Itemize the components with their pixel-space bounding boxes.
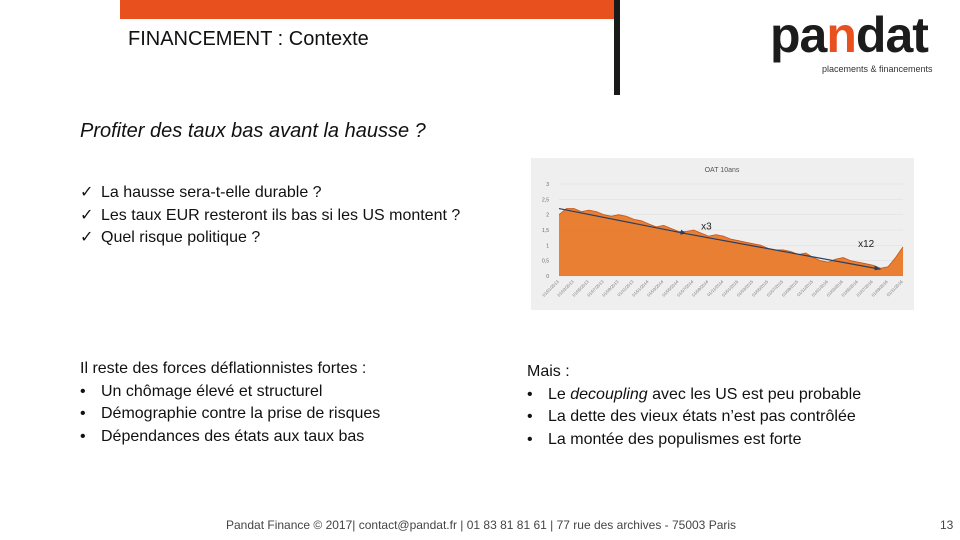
chart-annotation: x3 <box>701 221 712 232</box>
list-item: • La montée des populismes est forte <box>527 429 861 452</box>
chart-y-tick-label: 1,5 <box>542 228 549 234</box>
list-item: • Un chômage élevé et structurel <box>80 381 380 404</box>
chart-y-tick-label: 1 <box>546 243 549 249</box>
footer-contact: Pandat Finance © 2017| contact@pandat.fr… <box>226 518 737 532</box>
check-list: ✓ La hausse sera-t-elle durable ? ✓ Les … <box>80 182 460 250</box>
right-heading: Mais : <box>527 363 570 380</box>
oat-chart: OAT 10ans 3 2,5 2 1,5 1 0,5 0 x3 x12 01/01/2013 01… <box>531 158 914 310</box>
chart-x-tick-label: 01/11/2016 <box>886 279 905 298</box>
bullet-icon: • <box>527 385 533 403</box>
bullet-icon: • <box>80 382 86 400</box>
chart-arrowhead <box>680 229 687 235</box>
page-title: FINANCEMENT : Contexte <box>128 28 369 50</box>
slide-subtitle: Profiter des taux bas avant la hausse ? <box>80 120 426 142</box>
check-item: ✓ Quel risque politique ? <box>80 227 460 250</box>
logo-tagline: placements & financements <box>822 64 933 74</box>
page-number: 13 <box>940 518 954 532</box>
list-item: • Démographie contre la prise de risques <box>80 403 380 426</box>
left-heading: Il reste des forces déflationnistes fort… <box>80 360 367 377</box>
list-item: • Le decoupling avec les US est peu prob… <box>527 384 861 407</box>
chart-trend-arrow <box>686 233 881 270</box>
bullet-icon: • <box>527 408 533 425</box>
chart-y-tick-label: 2,5 <box>542 197 549 203</box>
bullet-icon: • <box>527 430 533 448</box>
check-item: ✓ La hausse sera-t-elle durable ? <box>80 182 460 205</box>
list-item: • La dette des vieux états n’est pas con… <box>527 406 861 429</box>
checkmark-icon: ✓ <box>80 206 94 224</box>
logo-wordmark: pandat <box>770 7 929 63</box>
pandat-logo: pandat placements & financements <box>770 10 950 74</box>
chart-trend-arrow <box>558 207 687 235</box>
checkmark-icon: ✓ <box>80 229 94 246</box>
chart-arrowhead <box>874 265 881 271</box>
header-divider <box>614 0 620 95</box>
check-item: ✓ Les taux EUR resteront ils bas si les … <box>80 205 460 228</box>
checkmark-icon: ✓ <box>80 184 94 201</box>
oat-chart-svg: OAT 10ans 32,521,510,50x3x1201/01/201301… <box>541 167 905 298</box>
chart-y-tick-label: 3 <box>546 182 549 188</box>
left-text-block: Il reste des forces déflationnistes fort… <box>80 358 380 448</box>
chart-annotation: x12 <box>858 239 875 250</box>
header-accent-bar <box>120 0 615 19</box>
list-item: • Dépendances des états aux taux bas <box>80 426 380 449</box>
chart-title: OAT 10ans <box>705 167 740 174</box>
right-text-block: Mais : • Le decoupling avec les US est p… <box>527 361 861 451</box>
bullet-icon: • <box>80 405 86 422</box>
bullet-icon: • <box>80 427 86 445</box>
chart-y-tick-label: 0,5 <box>542 259 549 265</box>
chart-y-tick-label: 2 <box>546 213 549 219</box>
chart-y-tick-label: 0 <box>546 274 549 280</box>
chart-series-line <box>558 208 904 269</box>
